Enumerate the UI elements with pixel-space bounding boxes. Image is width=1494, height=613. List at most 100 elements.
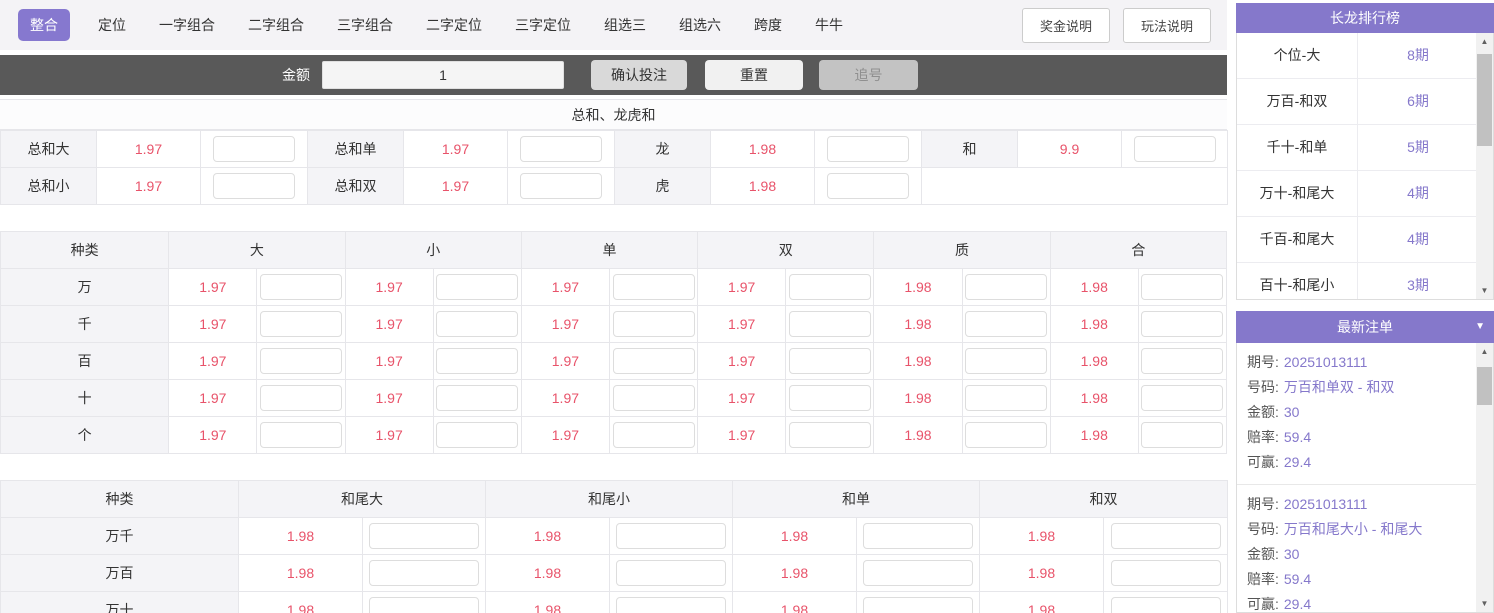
nav-tab[interactable]: 三字组合 — [337, 17, 393, 33]
streak-list-item[interactable]: 万百-和双 6期 — [1237, 79, 1493, 125]
order-field-label: 可赢: — [1247, 596, 1279, 612]
bet-amount-input[interactable] — [436, 348, 519, 374]
bet-input-cell — [814, 130, 922, 168]
bet-amount-input[interactable] — [965, 274, 1048, 300]
bet-amount-input[interactable] — [436, 385, 519, 411]
bet-amount-input[interactable] — [788, 348, 871, 374]
orders-list: 期号: 20251013111 号码: 万百和单双 - 和双 金额: 30 赔率: 59.4 可… — [1236, 343, 1494, 613]
bet-amount-input[interactable] — [259, 385, 342, 411]
collapse-caret-icon[interactable]: ▼ — [1475, 321, 1485, 332]
bet-input-cell — [1137, 416, 1228, 454]
nav-tab[interactable]: 组选三 — [604, 17, 646, 33]
nav-tab[interactable]: 牛牛 — [815, 17, 843, 33]
prize-info-button[interactable]: 奖金说明 — [1021, 7, 1110, 43]
nav-tab[interactable]: 三字定位 — [515, 17, 571, 33]
scroll-thumb[interactable] — [1477, 54, 1492, 146]
bet-amount-input[interactable] — [1141, 348, 1224, 374]
bet-amount-input[interactable] — [1110, 523, 1221, 549]
bet-amount-input[interactable] — [520, 173, 602, 199]
scroll-down-icon[interactable]: ▼ — [1480, 599, 1489, 608]
streak-list-item[interactable]: 千百-和尾大 4期 — [1237, 217, 1493, 263]
bet-input-cell — [432, 379, 522, 417]
bet-amount-input[interactable] — [369, 597, 479, 613]
nav-tab[interactable]: 跨度 — [754, 17, 782, 33]
bet-amount-input[interactable] — [436, 311, 519, 337]
bet-amount-input[interactable] — [1110, 597, 1221, 613]
confirm-bet-button[interactable]: 确认投注 — [591, 60, 687, 90]
bet-amount-input[interactable] — [788, 274, 871, 300]
bet-amount-input[interactable] — [616, 597, 726, 613]
bet-amount-input[interactable] — [259, 274, 342, 300]
bet-amount-input[interactable] — [520, 136, 602, 162]
odds-value: 1.97 — [403, 167, 508, 205]
rules-info-button[interactable]: 玩法说明 — [1122, 7, 1211, 43]
scroll-up-icon[interactable]: ▲ — [1480, 37, 1489, 46]
amount-input[interactable] — [322, 61, 564, 89]
streak-list-item[interactable]: 个位-大 8期 — [1237, 33, 1493, 79]
odds-value: 1.98 — [1049, 416, 1139, 454]
bet-input-cell — [785, 416, 875, 454]
streak-list-item[interactable]: 千十-和单 5期 — [1237, 125, 1493, 171]
bet-amount-input[interactable] — [863, 523, 973, 549]
bet-amount-input[interactable] — [1141, 311, 1224, 337]
bet-amount-input[interactable] — [612, 311, 695, 337]
bet-amount-input[interactable] — [612, 348, 695, 374]
bet-amount-input[interactable] — [369, 523, 479, 549]
streak-list-item[interactable]: 百十-和尾小 3期 — [1237, 263, 1493, 299]
odds-value: 1.98 — [485, 591, 610, 613]
bet-amount-input[interactable] — [788, 422, 871, 448]
bet-amount-input[interactable] — [1141, 422, 1224, 448]
bet-amount-input[interactable] — [1133, 136, 1216, 162]
bet-amount-input[interactable] — [1110, 560, 1221, 586]
streak-list-item[interactable]: 万十-和尾大 4期 — [1237, 171, 1493, 217]
bet-input-cell — [814, 167, 922, 205]
bet-amount-input[interactable] — [612, 274, 695, 300]
nav-tab[interactable]: 定位 — [98, 17, 126, 33]
bet-amount-input[interactable] — [965, 348, 1048, 374]
orders-scrollbar[interactable]: ▲ ▼ — [1476, 343, 1493, 612]
scroll-up-icon[interactable]: ▲ — [1480, 347, 1489, 356]
bet-amount-input[interactable] — [259, 348, 342, 374]
bet-input-cell — [609, 591, 733, 613]
nav-tab[interactable]: 二字定位 — [426, 17, 482, 33]
bet-amount-input[interactable] — [827, 173, 909, 199]
odds-value: 1.97 — [168, 305, 258, 343]
bet-amount-input[interactable] — [213, 136, 295, 162]
bet-amount-input[interactable] — [616, 523, 726, 549]
streak-scrollbar[interactable]: ▲ ▼ — [1476, 33, 1493, 299]
order-field-value: 30 — [1283, 546, 1300, 562]
bet-amount-input[interactable] — [788, 385, 871, 411]
bet-input-cell — [608, 379, 699, 417]
bet-amount-input[interactable] — [616, 560, 726, 586]
odds-value: 1.97 — [344, 305, 434, 343]
bet-input-cell — [785, 305, 875, 343]
scroll-down-icon[interactable]: ▼ — [1480, 286, 1489, 295]
bet-amount-input[interactable] — [436, 274, 519, 300]
bet-amount-input[interactable] — [965, 422, 1048, 448]
nav-tab[interactable]: 整合 — [18, 9, 70, 41]
nav-tab[interactable]: 二字组合 — [248, 17, 304, 33]
bet-amount-input[interactable] — [612, 422, 695, 448]
order-field-win: 可赢: 29.4 — [1247, 450, 1478, 475]
bet-input-cell — [856, 554, 980, 592]
nav-tab[interactable]: 一字组合 — [159, 17, 215, 33]
bet-amount-input[interactable] — [259, 311, 342, 337]
bet-amount-input[interactable] — [1141, 385, 1224, 411]
top-nav: 整合 定位 一字组合 二字组合 三字组合 二字定位 三字定位 组选三 组选六 跨度 牛牛 奖金说明 … — [0, 0, 1227, 50]
bet-amount-input[interactable] — [965, 385, 1048, 411]
bet-amount-input[interactable] — [369, 560, 479, 586]
bet-amount-input[interactable] — [863, 597, 973, 613]
bet-amount-input[interactable] — [965, 311, 1048, 337]
bet-amount-input[interactable] — [612, 385, 695, 411]
bet-amount-input[interactable] — [788, 311, 871, 337]
bet-amount-input[interactable] — [1141, 274, 1224, 300]
scroll-thumb[interactable] — [1477, 367, 1492, 405]
nav-tab[interactable]: 组选六 — [679, 17, 721, 33]
reset-button[interactable]: 重置 — [705, 60, 803, 90]
bet-amount-input[interactable] — [213, 173, 295, 199]
bet-amount-input[interactable] — [259, 422, 342, 448]
bet-amount-input[interactable] — [436, 422, 519, 448]
chase-number-button[interactable]: 追号 — [819, 60, 918, 90]
bet-amount-input[interactable] — [827, 136, 909, 162]
bet-amount-input[interactable] — [863, 560, 973, 586]
